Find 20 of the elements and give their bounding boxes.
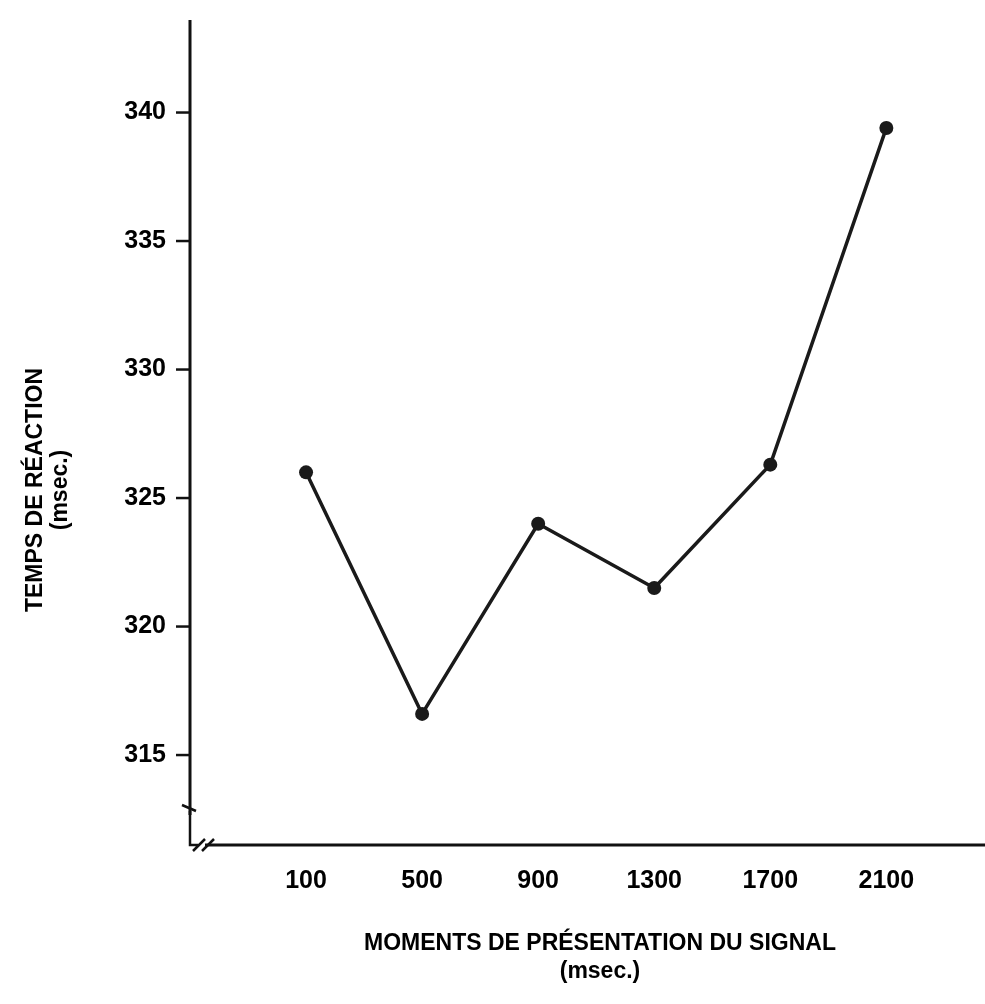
y-axis-title: TEMPS DE RÉACTION (msec.) (20, 367, 72, 613)
y-tick-label: 315 (124, 738, 167, 767)
x-tick-label: 2100 (858, 865, 915, 893)
y-tick-label: 340 (124, 96, 166, 125)
x-tick-label: 500 (401, 865, 443, 893)
point (647, 580, 662, 595)
y-tick-label: 335 (124, 224, 167, 253)
y-tick-label: 320 (124, 610, 166, 639)
point (415, 706, 430, 721)
y-tick-label: 325 (124, 481, 167, 510)
x-tick-label: 100 (285, 865, 327, 893)
x-tick-label: 900 (517, 865, 560, 893)
point (879, 120, 894, 135)
point (299, 465, 314, 480)
x-tick-label: 1300 (626, 865, 683, 893)
point (531, 516, 546, 531)
x-axis-title: MOMENTS DE PRÉSENTATION DU SIGNAL (msec.) (364, 928, 836, 983)
y-tick-label: 330 (124, 353, 166, 382)
point (763, 457, 778, 472)
x-tick-label: 1700 (742, 865, 799, 893)
